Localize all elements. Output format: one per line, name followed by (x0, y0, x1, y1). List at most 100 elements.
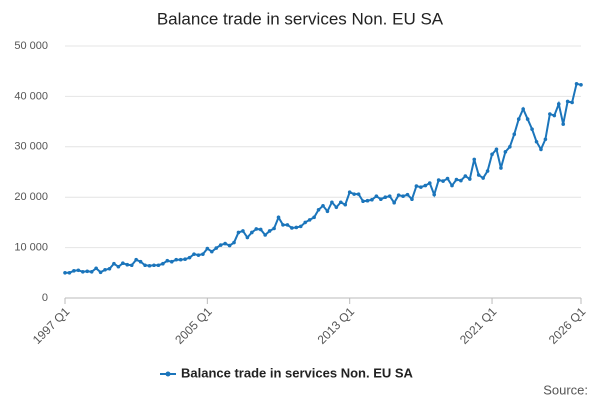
point (459, 178, 463, 183)
source: Source: (543, 382, 588, 397)
y-tick-label: 10 000 (14, 242, 48, 254)
point (467, 177, 472, 181)
point (250, 230, 254, 235)
point (272, 226, 276, 231)
y-tick-label: 20 000 (14, 191, 48, 203)
point (579, 83, 583, 87)
point (552, 113, 557, 118)
point (223, 241, 227, 246)
y-tick-label: 50 000 (14, 40, 48, 52)
point (218, 243, 223, 247)
point (312, 215, 316, 220)
point (503, 150, 508, 154)
point (521, 107, 525, 111)
chart-title: Balance trade in services Non. EU SA (157, 9, 444, 28)
x-tick-label: 2026 Q1 (546, 304, 589, 347)
point (508, 145, 512, 149)
x-tick-label: 2021 Q1 (457, 304, 500, 347)
point (227, 243, 232, 248)
point (241, 229, 245, 233)
point (307, 218, 312, 222)
legend-label: Balance trade in services Non. EU SA (181, 365, 414, 380)
point (209, 249, 214, 254)
point (463, 174, 468, 178)
point (103, 267, 107, 272)
point (107, 266, 112, 271)
point (298, 224, 303, 229)
point (290, 226, 294, 230)
point (196, 253, 201, 257)
point (525, 117, 530, 121)
point (276, 215, 281, 220)
point (392, 200, 396, 205)
y-tick-label: 40 000 (14, 90, 48, 102)
point (89, 269, 94, 274)
point (370, 197, 374, 202)
legend-marker (165, 371, 171, 377)
point (356, 192, 361, 196)
point (205, 246, 210, 251)
point (80, 269, 85, 274)
point (410, 197, 414, 202)
point (285, 223, 290, 227)
point (325, 209, 330, 214)
point (156, 263, 161, 268)
point (387, 194, 392, 198)
point (201, 252, 205, 256)
point (570, 100, 574, 105)
point (543, 137, 548, 142)
point (485, 169, 490, 173)
point (236, 230, 241, 235)
point (561, 122, 566, 126)
point (401, 194, 405, 198)
point (565, 99, 570, 104)
point (232, 240, 236, 245)
point (143, 263, 147, 268)
point (414, 184, 419, 188)
series-line (65, 82, 582, 274)
point (263, 233, 267, 237)
point (352, 192, 356, 196)
point (374, 194, 379, 198)
point (481, 176, 485, 180)
point (490, 152, 494, 157)
point (183, 257, 187, 261)
y-tick-label: 0 (42, 292, 48, 304)
x-tick-label: 2013 Q1 (315, 304, 358, 347)
point (476, 173, 481, 177)
point (94, 266, 98, 271)
point (454, 177, 459, 182)
point (516, 117, 521, 121)
x-tick-label: 1997 Q1 (30, 304, 73, 347)
point (436, 178, 441, 182)
point (67, 271, 72, 275)
point (165, 258, 170, 263)
point (116, 264, 121, 269)
point (112, 261, 116, 266)
point (423, 183, 428, 188)
point (138, 259, 143, 264)
point (574, 82, 579, 86)
point (303, 220, 308, 225)
point (450, 183, 454, 188)
point (405, 192, 410, 197)
point (178, 257, 183, 262)
point (147, 263, 152, 268)
point (338, 200, 343, 205)
point (441, 179, 445, 183)
x-tick-label: 2005 Q1 (172, 304, 215, 347)
point (161, 261, 165, 266)
point (379, 197, 383, 202)
point (334, 205, 339, 210)
point (267, 229, 272, 233)
point (214, 246, 219, 250)
point (321, 203, 325, 208)
point (169, 259, 174, 264)
point (125, 262, 130, 267)
y-tick-label: 30 000 (14, 141, 48, 153)
point (432, 192, 437, 197)
point (548, 112, 552, 116)
point (245, 235, 250, 240)
point (556, 102, 561, 106)
